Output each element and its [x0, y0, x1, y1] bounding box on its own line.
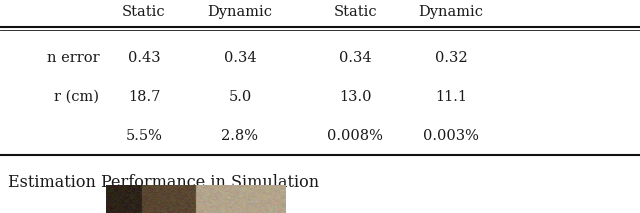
Text: 0.43: 0.43 — [128, 50, 160, 65]
Text: 0.34: 0.34 — [224, 50, 256, 65]
Text: Dynamic: Dynamic — [419, 5, 484, 19]
Text: r (cm): r (cm) — [54, 90, 99, 104]
Text: 0.008%: 0.008% — [327, 129, 383, 143]
Text: Static: Static — [122, 5, 166, 19]
Text: 11.1: 11.1 — [435, 90, 467, 104]
Text: 2.8%: 2.8% — [221, 129, 259, 143]
Text: 13.0: 13.0 — [339, 90, 371, 104]
Text: Static: Static — [333, 5, 377, 19]
Text: n error: n error — [47, 50, 99, 65]
Text: Estimation Performance in Simulation: Estimation Performance in Simulation — [8, 174, 319, 191]
Text: 0.32: 0.32 — [435, 50, 467, 65]
Text: 5.0: 5.0 — [228, 90, 252, 104]
Text: 5.5%: 5.5% — [125, 129, 163, 143]
Text: Dynamic: Dynamic — [207, 5, 273, 19]
Text: 0.34: 0.34 — [339, 50, 371, 65]
Text: 18.7: 18.7 — [128, 90, 160, 104]
Text: 0.003%: 0.003% — [423, 129, 479, 143]
